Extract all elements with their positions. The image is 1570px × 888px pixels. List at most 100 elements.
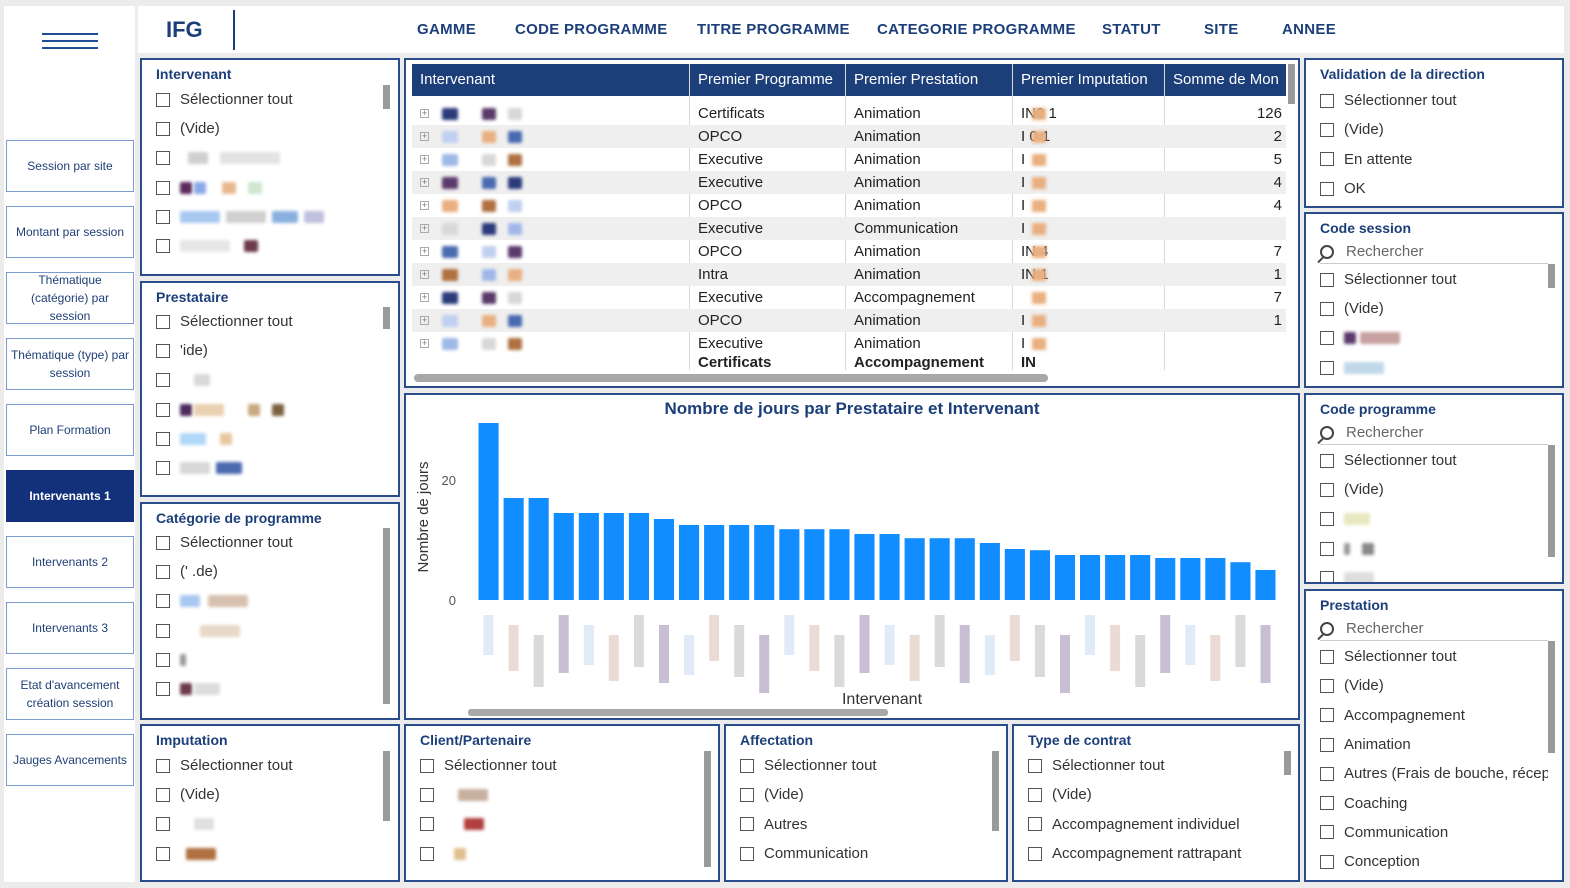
list-item[interactable] [156,202,384,231]
checkbox[interactable] [740,787,754,802]
option-autres[interactable]: Autres [740,810,992,839]
list-item[interactable] [1320,505,1548,534]
checkbox[interactable] [1320,541,1334,556]
empty-option[interactable]: (Vide) [740,780,992,809]
nav-item[interactable]: Thématique (type) par session [6,338,134,390]
table-vscroll[interactable] [1288,64,1295,104]
col-intervenant[interactable]: Intervenant [420,71,496,88]
list-item[interactable] [156,645,384,674]
select-all-option[interactable]: Sélectionner tout [420,751,704,780]
chart-bar[interactable] [1004,549,1025,600]
checkbox[interactable] [1320,737,1334,752]
checkbox[interactable] [156,314,170,329]
select-all-option[interactable]: Sélectionner tout [156,528,384,557]
scrollbar[interactable] [1548,641,1555,753]
list-item[interactable] [156,424,384,453]
checkbox[interactable] [156,180,170,195]
checkbox[interactable] [1320,708,1334,723]
chart-bar[interactable] [929,538,950,600]
expand-icon[interactable]: + [420,200,429,210]
checkbox[interactable] [1320,570,1334,582]
table-row[interactable]: + Executive Animation I 5 [412,148,1286,171]
checkbox[interactable] [156,787,170,802]
chart-bar[interactable] [578,513,599,600]
chart-bar[interactable] [979,543,1000,600]
expand-icon[interactable]: + [420,223,429,233]
search-box[interactable]: Rechercher [1320,421,1548,445]
option-communication[interactable]: Communication [740,839,992,868]
checkbox[interactable] [156,343,170,358]
expand-icon[interactable]: + [420,338,429,348]
option-autres[interactable]: Autres (Frais de bouche, récept... [1320,759,1548,788]
expand-icon[interactable]: + [420,131,429,141]
chart-bar[interactable] [478,423,499,600]
checkbox[interactable] [156,758,170,773]
nav-item[interactable]: Jauges Avancements [6,734,134,786]
option-accompagnement-rattrapant[interactable]: Accompagnement rattrapant [1028,839,1284,868]
nav-item[interactable]: Plan Formation [6,404,134,456]
chart-bar[interactable] [653,519,674,600]
select-all-option[interactable]: Sélectionner tout [156,85,384,114]
checkbox[interactable] [1320,331,1334,346]
list-item[interactable] [156,395,384,424]
table-row[interactable]: + Executive Communication I [412,217,1286,240]
empty-option[interactable]: (Vide) [156,114,384,143]
checkbox[interactable] [1320,181,1334,196]
select-all-option[interactable]: Sélectionner tout [1320,86,1548,115]
checkbox[interactable] [1320,854,1334,869]
table-row[interactable]: + Executive Accompagnement 7 [412,286,1286,309]
nav-item[interactable]: Intervenants 3 [6,602,134,654]
list-item[interactable] [156,173,384,202]
empty-option[interactable]: (Vide) [1320,115,1548,144]
header-filter-titre-programme[interactable]: TITRE PROGRAMME [697,21,850,38]
list-item[interactable] [156,144,384,173]
scrollbar[interactable] [1548,445,1555,557]
empty-option[interactable]: (Vide) [1320,475,1548,504]
checkbox[interactable] [156,535,170,550]
list-item[interactable] [156,839,384,868]
checkbox[interactable] [156,652,170,667]
empty-option[interactable]: (Vide) [1320,294,1548,323]
select-all-option[interactable]: Sélectionner tout [740,751,992,780]
header-filter-categorie-programme[interactable]: CATEGORIE PROGRAMME [877,21,1076,38]
header-filter-site[interactable]: SITE [1204,21,1239,38]
chart-bar[interactable] [528,498,549,600]
chart-bar[interactable] [954,538,975,600]
checkbox[interactable] [1320,301,1334,316]
header-filter-code-programme[interactable]: CODE PROGRAMME [515,21,668,38]
nav-item[interactable]: Intervenants 1 [6,470,134,522]
expand-icon[interactable]: + [420,292,429,302]
select-all-option[interactable]: Sélectionner tout [1320,642,1548,671]
chart-bar[interactable] [1080,555,1101,600]
select-all-option[interactable]: Sélectionner tout [1320,265,1548,294]
table-hscroll[interactable] [414,374,1048,382]
checkbox[interactable] [156,682,170,697]
scrollbar[interactable] [383,85,390,109]
checkbox[interactable] [156,373,170,388]
col-premier-imputation[interactable]: Premier Imputation [1021,71,1148,88]
scrollbar[interactable] [704,751,711,867]
checkbox[interactable] [1320,796,1334,811]
header-filter-statut[interactable]: STATUT [1102,21,1161,38]
option-accompagnement-individuel[interactable]: Accompagnement individuel [1028,810,1284,839]
table-row[interactable]: + Executive Animation I [412,332,1286,355]
checkbox[interactable] [1320,678,1334,693]
expand-icon[interactable]: + [420,177,429,187]
checkbox[interactable] [420,846,434,861]
option-en-attente[interactable]: En attente [1320,145,1548,174]
checkbox[interactable] [1028,846,1042,861]
chart-bar[interactable] [779,529,800,600]
option-communication[interactable]: Communication [1320,818,1548,847]
chart-bar[interactable] [879,534,900,600]
table-row[interactable]: + OPCO Animation I 1 [412,309,1286,332]
scrollbar[interactable] [992,751,999,831]
chart-bar[interactable] [729,525,750,600]
expand-icon[interactable]: + [420,246,429,256]
list-item[interactable] [1320,563,1548,582]
chart-bar[interactable] [1054,555,1075,600]
nav-item[interactable]: Etat d'avancement création session [6,668,134,720]
chart-hscroll[interactable] [468,709,888,716]
table-row[interactable]: + Executive Animation I 4 [412,171,1286,194]
